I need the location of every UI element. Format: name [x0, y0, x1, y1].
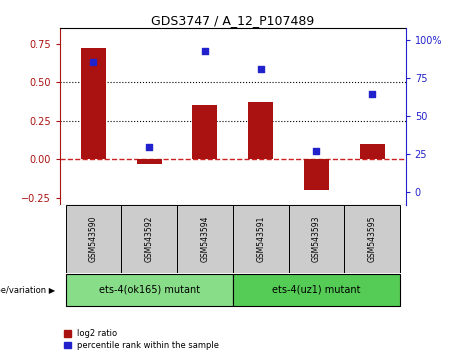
Bar	[65, 205, 121, 273]
Text: GSM543595: GSM543595	[368, 216, 377, 262]
Bar	[248, 102, 273, 159]
Bar	[121, 205, 177, 273]
Point	[368, 91, 376, 96]
Bar	[289, 205, 344, 273]
Text: ets-4(uz1) mutant: ets-4(uz1) mutant	[272, 285, 361, 295]
Bar	[233, 274, 400, 306]
Bar	[65, 274, 233, 306]
Bar	[177, 205, 233, 273]
Bar	[136, 159, 162, 164]
Bar	[81, 48, 106, 159]
Point	[313, 148, 320, 154]
Bar	[304, 159, 329, 190]
Text: genotype/variation ▶: genotype/variation ▶	[0, 286, 55, 295]
Text: GSM543590: GSM543590	[89, 216, 98, 262]
Text: ets-4(ok165) mutant: ets-4(ok165) mutant	[99, 285, 200, 295]
Text: GSM543594: GSM543594	[201, 216, 209, 262]
Bar	[192, 105, 218, 159]
Text: GSM543593: GSM543593	[312, 216, 321, 262]
Bar	[360, 144, 385, 159]
Text: GSM543591: GSM543591	[256, 216, 265, 262]
Point	[90, 59, 97, 64]
Point	[146, 144, 153, 150]
Legend: log2 ratio, percentile rank within the sample: log2 ratio, percentile rank within the s…	[64, 329, 219, 350]
Point	[201, 48, 209, 54]
Point	[257, 67, 264, 72]
Bar	[344, 205, 400, 273]
Title: GDS3747 / A_12_P107489: GDS3747 / A_12_P107489	[151, 14, 314, 27]
Text: GSM543592: GSM543592	[145, 216, 154, 262]
Bar	[233, 205, 289, 273]
